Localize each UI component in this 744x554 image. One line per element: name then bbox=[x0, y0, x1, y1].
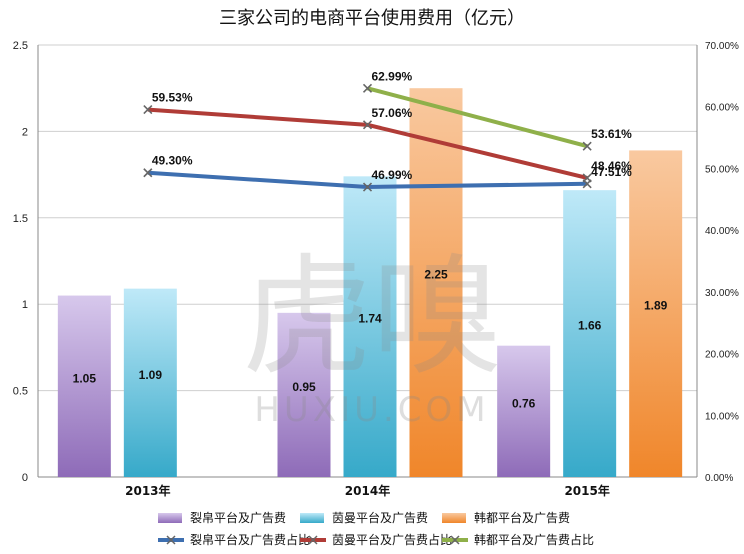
line-value-label: 53.61% bbox=[591, 127, 632, 141]
x-category-label: 2014年 bbox=[345, 483, 390, 498]
bar-value-label: 1.09 bbox=[139, 368, 163, 382]
line-point bbox=[143, 168, 153, 178]
bar bbox=[497, 345, 551, 477]
legend-swatch bbox=[300, 513, 324, 523]
chart-title: 三家公司的电商平台使用费用（亿元） bbox=[219, 8, 525, 29]
x-category-label: 2015年 bbox=[564, 483, 609, 498]
y-tick-label: 2.5 bbox=[13, 40, 28, 52]
lines bbox=[143, 83, 592, 192]
bar bbox=[409, 88, 463, 477]
y2-tick-label: 30.00% bbox=[705, 288, 739, 299]
y-tick-label: 0.5 bbox=[13, 386, 28, 398]
bar-value-label: 0.95 bbox=[292, 380, 316, 394]
y2-tick-label: 40.00% bbox=[705, 226, 739, 237]
legend-line-swatch bbox=[158, 535, 184, 545]
line-value-label: 57.06% bbox=[372, 106, 413, 120]
watermark: 虎嗅 HUXIU.COM bbox=[242, 241, 502, 430]
y-tick-label: 2 bbox=[22, 126, 28, 138]
bar-value-label: 0.76 bbox=[512, 396, 536, 410]
bar bbox=[343, 176, 397, 477]
y2-tick-label: 70.00% bbox=[705, 41, 739, 52]
y2-tick-label: 10.00% bbox=[705, 411, 739, 422]
line-point bbox=[582, 173, 592, 183]
line-labels: 49.30% 46.99% 47.51% 59.53% 57.06% 48.46% 62.9… bbox=[152, 69, 632, 182]
legend-label: 茵曼平台及广告费占比 bbox=[332, 532, 452, 547]
bars bbox=[57, 88, 683, 478]
y2-tick-label: 0.00% bbox=[705, 473, 733, 484]
legend-line-swatch bbox=[442, 535, 468, 545]
bar-value-label: 1.66 bbox=[578, 319, 602, 333]
line-point bbox=[582, 141, 592, 151]
legend-label: 裂帛平台及广告费 bbox=[190, 510, 286, 525]
legend-label: 裂帛平台及广告费占比 bbox=[190, 532, 310, 547]
line-point bbox=[143, 105, 153, 115]
bar bbox=[57, 295, 111, 477]
line-point bbox=[362, 83, 373, 93]
y2-tick-label: 20.00% bbox=[705, 350, 739, 361]
legend-line-swatch bbox=[300, 535, 326, 545]
legend-label: 韩都平台及广告费 bbox=[474, 510, 570, 525]
line-value-label: 46.99% bbox=[372, 168, 413, 182]
x-category-label: 2013年 bbox=[125, 483, 170, 498]
y-tick-label: 1 bbox=[22, 299, 28, 311]
series-line bbox=[366, 86, 588, 149]
y2-tick-label: 60.00% bbox=[705, 103, 739, 114]
bar-value-label: 1.89 bbox=[644, 299, 668, 313]
bar-labels: 1.05 0.95 0.76 1.09 1.74 1.66 2.25 1.89 bbox=[73, 268, 668, 411]
bar bbox=[629, 150, 683, 477]
line-value-label: 48.46% bbox=[591, 159, 632, 173]
bar bbox=[563, 190, 617, 478]
legend-swatch bbox=[442, 513, 466, 523]
legend-swatch bbox=[158, 513, 182, 523]
legend-label: 茵曼平台及广告费 bbox=[332, 510, 428, 525]
bar-value-label: 1.74 bbox=[358, 312, 382, 326]
legend-label: 韩都平台及广告费占比 bbox=[474, 532, 594, 547]
bar-value-label: 2.25 bbox=[424, 268, 448, 282]
bar bbox=[277, 312, 331, 477]
y-tick-label: 0 bbox=[22, 472, 28, 484]
line-value-label: 47.51% bbox=[591, 165, 632, 179]
y2-axis-ticks: 0.00% 10.00% 20.00% 30.00% 40.00% 50.00% 60.00… bbox=[705, 41, 739, 484]
y2-tick-label: 50.00% bbox=[705, 164, 739, 175]
line-point bbox=[362, 182, 373, 192]
x-axis-categories: 2013年 2014年 2015年 bbox=[125, 483, 610, 498]
bar bbox=[123, 288, 177, 477]
y-axis-ticks: 0 0.5 1 1.5 2 2.5 bbox=[13, 40, 28, 484]
watermark-logo: 虎嗅 bbox=[242, 241, 502, 393]
line-point bbox=[362, 120, 373, 130]
line-value-label: 49.30% bbox=[152, 154, 193, 168]
bar-value-label: 1.05 bbox=[73, 371, 97, 385]
y-tick-label: 1.5 bbox=[13, 213, 28, 225]
series-line bbox=[147, 107, 588, 180]
line-value-label: 62.99% bbox=[372, 69, 413, 83]
watermark-text: HUXIU.COM bbox=[254, 390, 489, 430]
line-value-label: 59.53% bbox=[152, 91, 193, 105]
